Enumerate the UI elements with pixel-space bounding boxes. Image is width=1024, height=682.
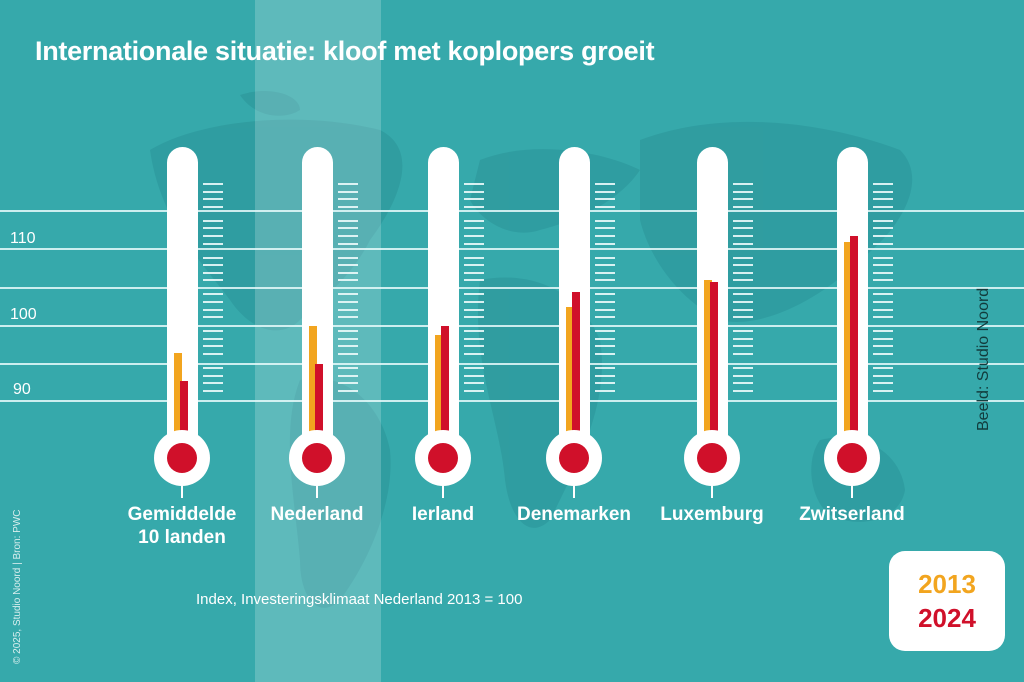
scale-ticks: [733, 183, 753, 404]
thermometer-ierland: Ierland: [383, 0, 503, 682]
bar-2013: [704, 280, 712, 457]
thermometer-bulb-fill: [428, 443, 458, 473]
label-connector: [442, 486, 444, 498]
chart-title: Internationale situatie: kloof met koplo…: [35, 36, 655, 66]
category-label: Gemiddelde 10 landen: [127, 504, 237, 548]
thermometer-bulb-fill: [559, 443, 589, 473]
y-tick-label: 110: [10, 230, 36, 247]
category-label: Denemarken: [516, 504, 632, 525]
label-connector: [851, 486, 853, 498]
scale-ticks: [338, 183, 358, 404]
scale-ticks: [873, 183, 893, 404]
index-footnote: Index, Investeringsklimaat Nederland 201…: [196, 591, 523, 608]
thermometer-luxemburg: Luxemburg: [652, 0, 772, 682]
bar-2013: [435, 335, 443, 457]
bar-2024: [710, 281, 718, 457]
category-label: Zwitserland: [799, 504, 905, 525]
scale-ticks: [203, 183, 223, 404]
legend-2013: 2013: [918, 569, 976, 599]
label-connector: [573, 486, 575, 498]
bar-2024: [850, 236, 858, 457]
scale-ticks: [595, 183, 615, 404]
thermometer-bulb-fill: [837, 443, 867, 473]
gridline: [0, 363, 1024, 365]
thermometer-zwitserland: Zwitserland: [792, 0, 912, 682]
thermometer-gemiddelde-10-landen: Gemiddelde 10 landen: [122, 0, 242, 682]
thermometer-bulb-fill: [167, 443, 197, 473]
thermometer-nederland: Nederland: [257, 0, 377, 682]
thermometer-bulb-fill: [697, 443, 727, 473]
label-connector: [181, 486, 183, 498]
scale-ticks: [464, 183, 484, 404]
bar-2024: [180, 380, 188, 457]
gridline: [0, 400, 1024, 402]
thermometer-bulb-fill: [302, 443, 332, 473]
y-tick-label: 90: [13, 381, 31, 398]
category-label: Nederland: [270, 504, 364, 525]
gridline: [0, 287, 1024, 289]
gridline: [0, 210, 1024, 212]
gridline: [0, 325, 1024, 327]
bar-2013: [309, 326, 317, 457]
image-credit: Beeld: Studio Noord: [975, 287, 992, 431]
label-connector: [711, 486, 713, 498]
y-tick-label: 100: [10, 306, 37, 323]
bar-2013: [174, 352, 182, 457]
bar-2024: [441, 326, 449, 457]
label-connector: [316, 486, 318, 498]
bar-2013: [844, 242, 852, 457]
bar-2024: [315, 364, 323, 457]
copyright-source: © 2025, Studio Noord | Bron: PWC: [12, 509, 23, 664]
category-label: Ierland: [411, 504, 475, 525]
thermometer-denemarken: Denemarken: [514, 0, 634, 682]
bar-2013: [566, 307, 574, 457]
category-label: Luxemburg: [660, 504, 764, 525]
bar-2024: [572, 291, 580, 457]
legend: 2013 2024: [889, 551, 1005, 651]
gridline: [0, 248, 1024, 250]
legend-2024: 2024: [918, 603, 976, 633]
